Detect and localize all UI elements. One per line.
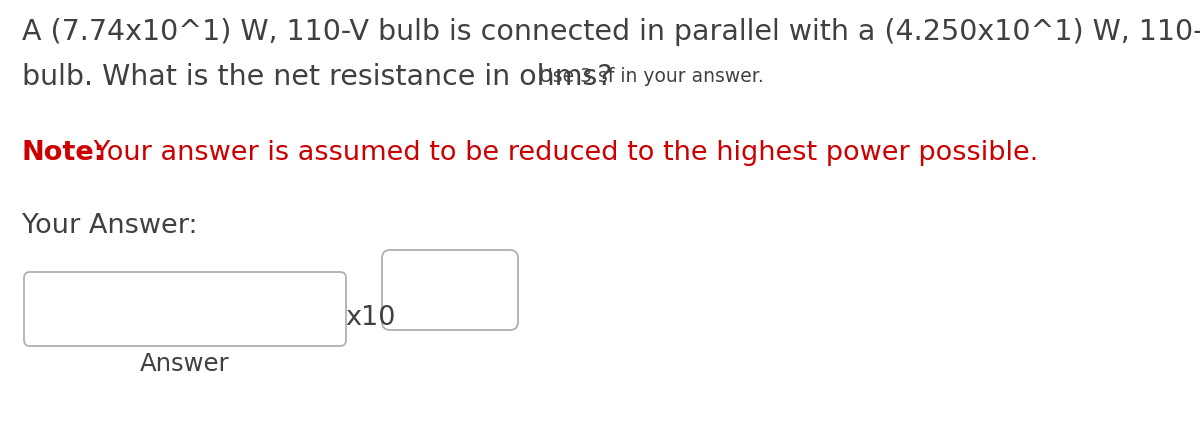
- FancyBboxPatch shape: [24, 272, 346, 346]
- Text: Your answer is assumed to be reduced to the highest power possible.: Your answer is assumed to be reduced to …: [85, 140, 1038, 166]
- Text: Your Answer:: Your Answer:: [22, 213, 198, 239]
- Text: Use 3 sf in your answer.: Use 3 sf in your answer.: [533, 67, 763, 86]
- FancyBboxPatch shape: [382, 250, 518, 330]
- Text: A (7.74x10^1) W, 110-V bulb is connected in parallel with a (4.250x10^1) W, 110-: A (7.74x10^1) W, 110-V bulb is connected…: [22, 18, 1200, 46]
- Text: Answer: Answer: [140, 352, 230, 376]
- Text: Note:: Note:: [22, 140, 106, 166]
- Text: x10: x10: [346, 305, 395, 331]
- Text: bulb. What is the net resistance in ohms?: bulb. What is the net resistance in ohms…: [22, 63, 612, 91]
